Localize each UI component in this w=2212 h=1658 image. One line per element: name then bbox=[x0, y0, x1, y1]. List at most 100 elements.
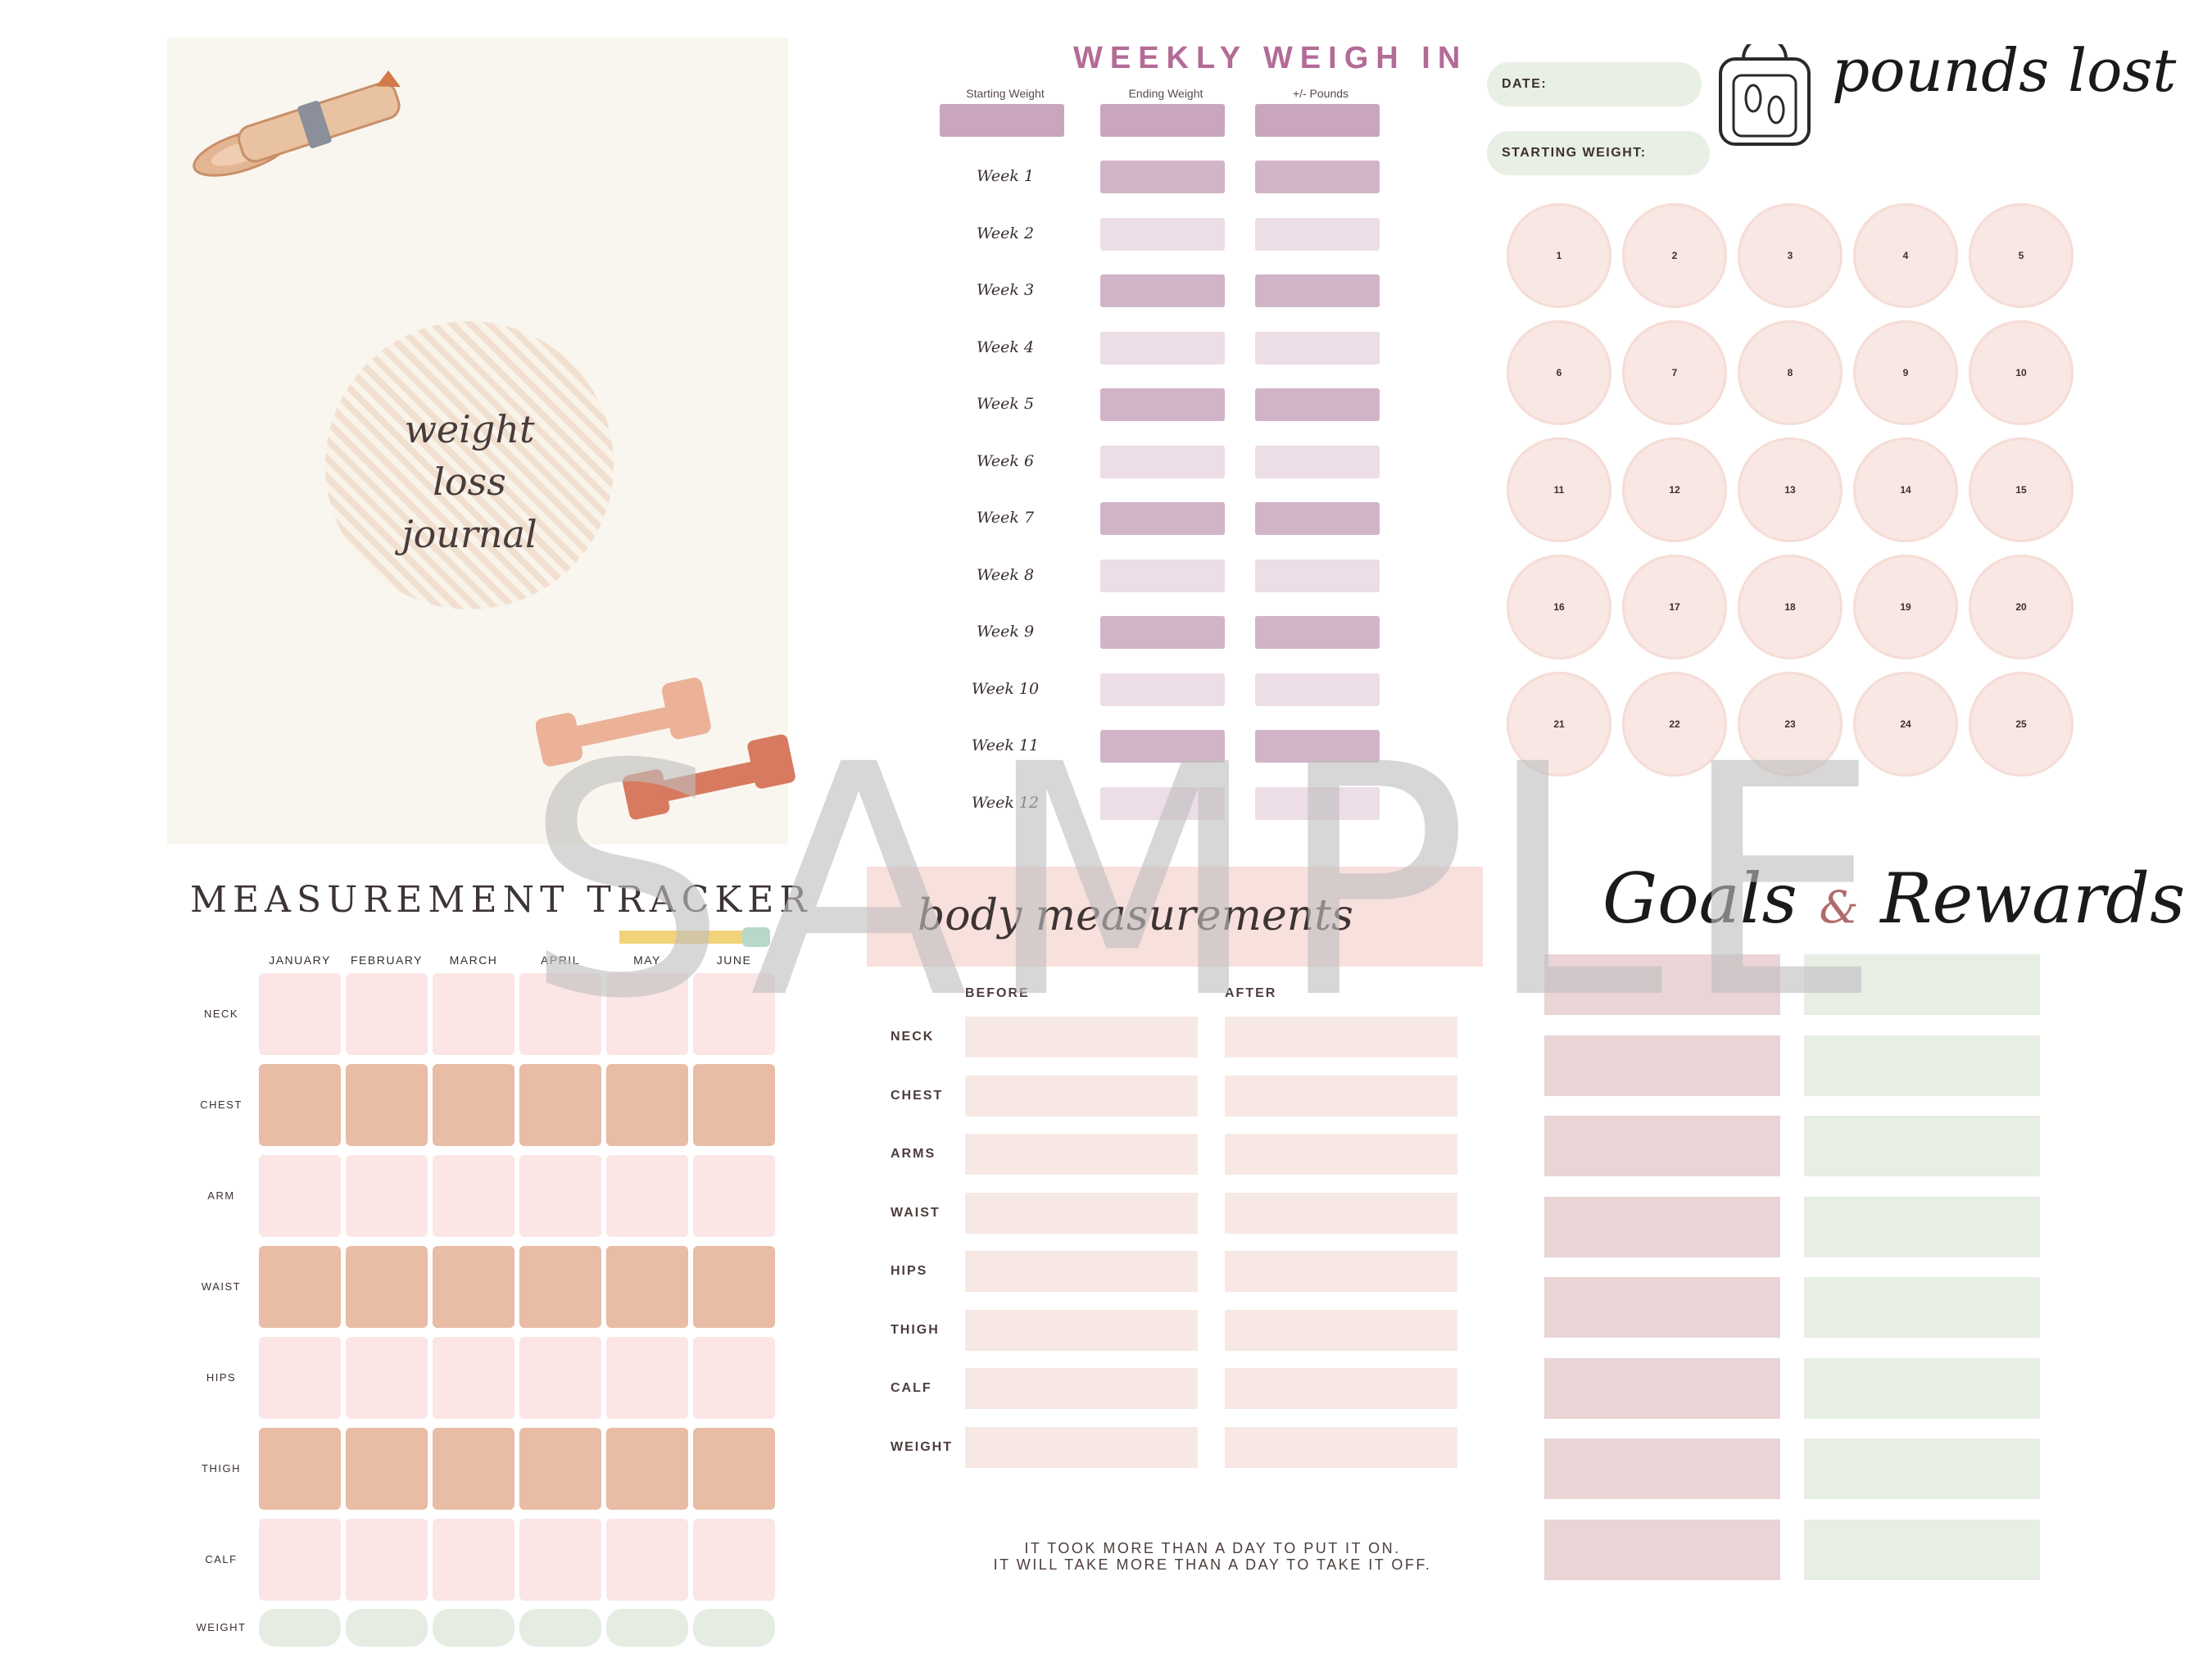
date-field[interactable]: DATE: bbox=[1487, 62, 1702, 106]
pound-circle[interactable]: 13 bbox=[1738, 437, 1843, 542]
after-input[interactable] bbox=[1225, 1017, 1457, 1058]
pound-circle[interactable]: 10 bbox=[1969, 320, 2074, 425]
measurement-cell[interactable] bbox=[693, 1428, 775, 1510]
before-input[interactable] bbox=[965, 1426, 1198, 1468]
before-input[interactable] bbox=[965, 1192, 1198, 1234]
measurement-cell[interactable] bbox=[693, 1519, 775, 1601]
ending-weight-box[interactable] bbox=[1100, 274, 1225, 307]
ending-weight-box[interactable] bbox=[1100, 559, 1225, 592]
measurement-cell[interactable] bbox=[346, 1064, 428, 1146]
ending-weight-box[interactable] bbox=[1100, 616, 1225, 649]
measurement-cell[interactable] bbox=[346, 1428, 428, 1510]
pound-circle[interactable]: 3 bbox=[1738, 203, 1843, 308]
reward-box[interactable] bbox=[1804, 954, 2040, 1015]
pound-circle[interactable]: 6 bbox=[1507, 320, 1611, 425]
pound-circle[interactable]: 23 bbox=[1738, 672, 1843, 777]
before-input[interactable] bbox=[965, 1017, 1198, 1058]
pounds-diff-box[interactable] bbox=[1255, 730, 1380, 763]
ending-weight-box[interactable] bbox=[1100, 502, 1225, 535]
measurement-cell[interactable] bbox=[519, 1519, 601, 1601]
measurement-cell[interactable] bbox=[259, 1337, 341, 1419]
reward-box[interactable] bbox=[1804, 1116, 2040, 1176]
pound-circle[interactable]: 8 bbox=[1738, 320, 1843, 425]
pounds-diff-box[interactable] bbox=[1255, 104, 1380, 137]
reward-box[interactable] bbox=[1804, 1519, 2040, 1580]
measurement-cell[interactable] bbox=[606, 973, 688, 1055]
measurement-cell[interactable] bbox=[693, 1246, 775, 1328]
pounds-diff-box[interactable] bbox=[1255, 388, 1380, 421]
measurement-cell[interactable] bbox=[693, 1609, 775, 1647]
starting-weight-field[interactable]: STARTING WEIGHT: bbox=[1487, 131, 1710, 175]
pounds-diff-box[interactable] bbox=[1255, 559, 1380, 592]
pound-circle[interactable]: 9 bbox=[1853, 320, 1958, 425]
ending-weight-box[interactable] bbox=[1100, 331, 1225, 365]
pound-circle[interactable]: 7 bbox=[1622, 320, 1727, 425]
pound-circle[interactable]: 2 bbox=[1622, 203, 1727, 308]
goal-box[interactable] bbox=[1544, 1519, 1780, 1580]
pound-circle[interactable]: 16 bbox=[1507, 555, 1611, 659]
reward-box[interactable] bbox=[1804, 1357, 2040, 1419]
measurement-cell[interactable] bbox=[693, 973, 775, 1055]
measurement-cell[interactable] bbox=[606, 1246, 688, 1328]
pound-circle[interactable]: 1 bbox=[1507, 203, 1611, 308]
measurement-cell[interactable] bbox=[433, 1519, 514, 1601]
before-input[interactable] bbox=[965, 1075, 1198, 1117]
measurement-cell[interactable] bbox=[693, 1064, 775, 1146]
goal-box[interactable] bbox=[1544, 1196, 1780, 1257]
pounds-diff-box[interactable] bbox=[1255, 502, 1380, 535]
ending-weight-box[interactable] bbox=[1100, 161, 1225, 193]
pounds-diff-box[interactable] bbox=[1255, 161, 1380, 193]
measurement-cell[interactable] bbox=[433, 1337, 514, 1419]
after-input[interactable] bbox=[1225, 1309, 1457, 1351]
after-input[interactable] bbox=[1225, 1134, 1457, 1175]
after-input[interactable] bbox=[1225, 1251, 1457, 1292]
reward-box[interactable] bbox=[1804, 1196, 2040, 1257]
pound-circle[interactable]: 25 bbox=[1969, 672, 2074, 777]
measurement-cell[interactable] bbox=[433, 1246, 514, 1328]
measurement-cell[interactable] bbox=[259, 1428, 341, 1510]
ending-weight-box[interactable] bbox=[1100, 217, 1225, 251]
before-input[interactable] bbox=[965, 1251, 1198, 1292]
ending-weight-box[interactable] bbox=[1100, 786, 1225, 820]
measurement-cell[interactable] bbox=[606, 1609, 688, 1647]
pound-circle[interactable]: 17 bbox=[1622, 555, 1727, 659]
measurement-cell[interactable] bbox=[433, 1609, 514, 1647]
goal-box[interactable] bbox=[1544, 1035, 1780, 1096]
measurement-cell[interactable] bbox=[519, 1246, 601, 1328]
measurement-cell[interactable] bbox=[606, 1428, 688, 1510]
after-input[interactable] bbox=[1225, 1075, 1457, 1117]
ending-weight-box[interactable] bbox=[1100, 104, 1225, 137]
measurement-cell[interactable] bbox=[519, 1428, 601, 1510]
measurement-cell[interactable] bbox=[433, 973, 514, 1055]
before-input[interactable] bbox=[965, 1368, 1198, 1409]
after-input[interactable] bbox=[1225, 1426, 1457, 1468]
measurement-cell[interactable] bbox=[433, 1064, 514, 1146]
ending-weight-box[interactable] bbox=[1100, 388, 1225, 421]
pound-circle[interactable]: 4 bbox=[1853, 203, 1958, 308]
goal-box[interactable] bbox=[1544, 1277, 1780, 1338]
pound-circle[interactable]: 12 bbox=[1622, 437, 1727, 542]
measurement-cell[interactable] bbox=[259, 1246, 341, 1328]
starting-weight-box[interactable] bbox=[940, 104, 1064, 137]
measurement-cell[interactable] bbox=[519, 973, 601, 1055]
goal-box[interactable] bbox=[1544, 1357, 1780, 1419]
measurement-cell[interactable] bbox=[606, 1155, 688, 1237]
measurement-cell[interactable] bbox=[259, 973, 341, 1055]
measurement-cell[interactable] bbox=[433, 1155, 514, 1237]
measurement-cell[interactable] bbox=[259, 1155, 341, 1237]
measurement-cell[interactable] bbox=[519, 1064, 601, 1146]
pound-circle[interactable]: 20 bbox=[1969, 555, 2074, 659]
measurement-cell[interactable] bbox=[519, 1155, 601, 1237]
pounds-diff-box[interactable] bbox=[1255, 274, 1380, 307]
pound-circle[interactable]: 24 bbox=[1853, 672, 1958, 777]
pounds-diff-box[interactable] bbox=[1255, 786, 1380, 820]
measurement-cell[interactable] bbox=[606, 1064, 688, 1146]
measurement-cell[interactable] bbox=[346, 1609, 428, 1647]
measurement-cell[interactable] bbox=[606, 1337, 688, 1419]
pounds-diff-box[interactable] bbox=[1255, 445, 1380, 478]
pounds-diff-box[interactable] bbox=[1255, 616, 1380, 649]
ending-weight-box[interactable] bbox=[1100, 445, 1225, 478]
measurement-cell[interactable] bbox=[346, 1246, 428, 1328]
measurement-cell[interactable] bbox=[519, 1337, 601, 1419]
pound-circle[interactable]: 5 bbox=[1969, 203, 2074, 308]
